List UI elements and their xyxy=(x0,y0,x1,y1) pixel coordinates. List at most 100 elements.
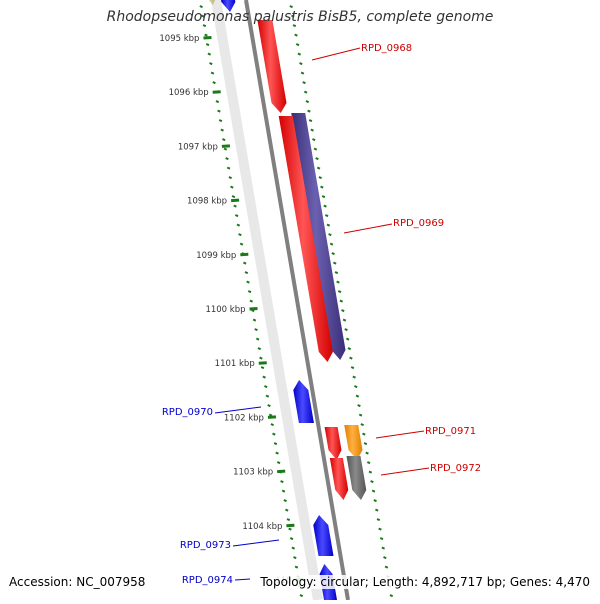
scale-label: 1103 kbp xyxy=(233,468,273,478)
outer-tick xyxy=(329,242,334,246)
inner-tick xyxy=(218,119,223,123)
outer-tick xyxy=(375,508,379,512)
inner-tick xyxy=(285,508,289,512)
scale-label: 1098 kbp xyxy=(187,197,227,207)
outer-tick xyxy=(360,423,364,427)
outer-tick xyxy=(384,565,389,569)
inner-tick xyxy=(268,413,273,417)
scale-label: 1101 kbp xyxy=(215,359,255,369)
inner-tick xyxy=(252,318,257,322)
inner-tick xyxy=(254,328,258,332)
major-tick xyxy=(231,198,240,203)
outer-tick xyxy=(347,347,352,351)
scale-label: 1100 kbp xyxy=(205,305,245,315)
outer-tick xyxy=(363,442,368,446)
outer-tick xyxy=(378,527,382,531)
outer-tick xyxy=(352,375,356,379)
major-tick xyxy=(203,36,212,40)
outer-tick xyxy=(371,489,376,493)
scale-label: 1095 kbp xyxy=(159,34,199,44)
gene-rpd_0973[interactable] xyxy=(313,515,334,556)
outer-tick xyxy=(379,537,384,541)
inner-tick xyxy=(276,461,281,465)
backbone-line xyxy=(244,0,350,601)
inner-tick xyxy=(205,43,210,47)
gene-features[interactable] xyxy=(205,0,367,600)
inner-tick xyxy=(265,394,270,398)
gene-feature[interactable] xyxy=(329,458,349,500)
outer-tick xyxy=(308,119,313,123)
gene-label-rpd_0974: RPD_0974 xyxy=(182,575,233,586)
gene-label-rpd_0969: RPD_0969 xyxy=(393,218,444,229)
gene-rpd_0969[interactable] xyxy=(291,113,346,360)
outer-tick xyxy=(307,109,311,113)
outer-tick xyxy=(355,394,360,398)
accession-text: Accession: NC_007958 xyxy=(9,575,146,589)
inner-tick xyxy=(223,147,228,151)
outer-tick xyxy=(295,43,300,47)
outer-tick xyxy=(333,261,337,265)
outer-tick xyxy=(291,14,295,18)
major-tick xyxy=(240,252,249,257)
outer-tick xyxy=(292,24,297,28)
outer-tick xyxy=(381,546,385,550)
gene-labels: RPD_0968 RPD_0969 RPD_0970 RPD_0971 RPD_0972… xyxy=(162,43,481,586)
inner-tick xyxy=(225,157,229,161)
inner-tick xyxy=(238,233,242,237)
label-leader-line xyxy=(234,578,251,581)
outer-tick xyxy=(324,214,329,218)
gene-rpd_0971[interactable] xyxy=(344,425,363,460)
gene-feature[interactable] xyxy=(221,0,236,12)
inner-tick xyxy=(204,33,208,37)
gene-rpd_0968[interactable] xyxy=(257,20,287,113)
inner-tick xyxy=(272,432,276,436)
outer-tick xyxy=(365,451,369,455)
gene-label-rpd_0971: RPD_0971 xyxy=(425,426,476,437)
inner-tick xyxy=(239,242,244,246)
gene-rpd_0970[interactable] xyxy=(293,380,314,423)
inner-tick xyxy=(246,280,250,284)
inner-tick xyxy=(270,423,274,427)
inner-tick xyxy=(244,271,249,275)
inner-tick xyxy=(236,223,241,227)
major-tick xyxy=(212,90,221,94)
outer-tick xyxy=(299,62,303,66)
gene-label-rpd_0970: RPD_0970 xyxy=(162,407,213,418)
outer-tick xyxy=(373,499,377,503)
inner-tick xyxy=(257,347,262,351)
inner-tick xyxy=(231,195,236,199)
outer-tick xyxy=(350,366,355,370)
gene-feature[interactable] xyxy=(278,116,333,362)
gene-feature[interactable] xyxy=(205,0,218,5)
gene-rpd_0972[interactable] xyxy=(346,456,367,500)
outer-tick xyxy=(328,233,332,237)
inner-tick-track xyxy=(199,5,304,598)
inner-tick xyxy=(249,299,253,303)
genome-summary-text: Topology: circular; Length: 4,892,717 bp… xyxy=(258,575,590,589)
major-tick xyxy=(286,523,295,528)
scale-label: 1096 kbp xyxy=(169,88,209,98)
inner-tick xyxy=(226,166,231,170)
inner-tick xyxy=(283,499,287,503)
inner-tick xyxy=(209,62,213,66)
outer-tick xyxy=(339,299,343,303)
backbone-shadow xyxy=(211,0,323,601)
gene-feature[interactable] xyxy=(324,427,342,460)
inner-tick xyxy=(230,185,234,189)
inner-tick xyxy=(220,128,224,132)
scale-label: 1104 kbp xyxy=(242,522,282,532)
inner-tick xyxy=(247,290,252,294)
inner-tick xyxy=(255,337,260,341)
scale-label: 1102 kbp xyxy=(224,413,264,423)
outer-tick xyxy=(310,128,314,132)
inner-tick xyxy=(288,527,292,531)
outer-tick xyxy=(349,356,353,360)
inner-tick xyxy=(212,81,216,85)
inner-tick xyxy=(280,480,284,484)
outer-tick xyxy=(342,318,347,322)
inner-tick xyxy=(293,556,297,560)
major-tick xyxy=(267,415,277,419)
label-leader-line xyxy=(311,47,361,61)
